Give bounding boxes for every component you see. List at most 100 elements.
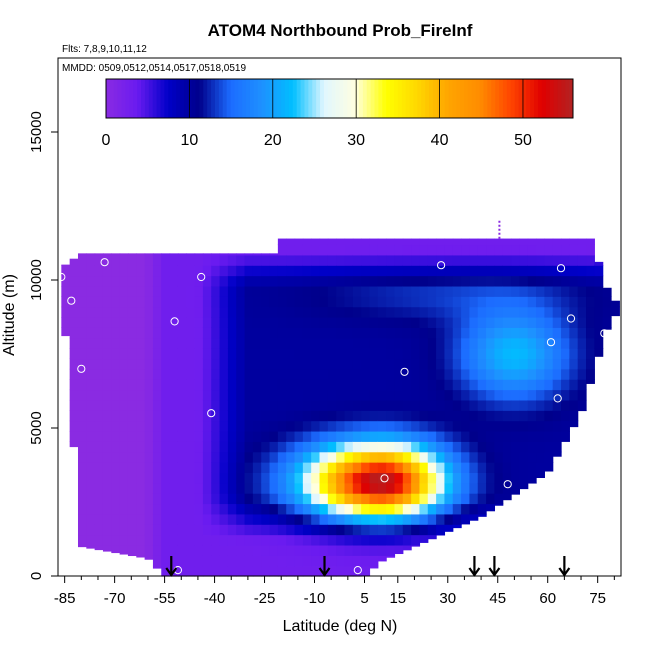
heatmap-cell — [344, 389, 354, 401]
heatmap-cell — [527, 389, 537, 401]
heatmap-cell — [294, 358, 304, 370]
heatmap-cell — [119, 482, 129, 494]
heatmap-cell — [169, 253, 179, 256]
heatmap-cell — [344, 565, 354, 577]
heatmap-cell — [302, 493, 312, 505]
heatmap-cell — [269, 420, 279, 432]
heatmap-cell — [461, 358, 471, 370]
heatmap-cell — [119, 389, 129, 401]
heatmap-cell — [177, 368, 187, 380]
heatmap-cell — [277, 399, 287, 411]
colorbar-swatch — [471, 79, 477, 118]
colorbar-swatch — [378, 79, 383, 118]
heatmap-cell — [252, 534, 262, 546]
heatmap-cell — [277, 368, 287, 380]
colorbar-swatch — [569, 79, 574, 118]
heatmap-cell — [177, 534, 187, 546]
heatmap-cell — [327, 285, 337, 297]
heatmap-cell — [219, 253, 229, 256]
heatmap-cell — [194, 399, 204, 411]
heatmap-cell — [119, 441, 129, 453]
heatmap-cell — [311, 544, 321, 556]
heatmap-cell — [277, 389, 287, 401]
colorbar-swatch — [506, 79, 512, 118]
heatmap-cell — [411, 410, 421, 422]
heatmap-cell — [211, 265, 221, 277]
heatmap-cell — [477, 348, 487, 360]
heatmap-cell — [144, 368, 154, 380]
heatmap-cell — [577, 296, 587, 308]
heatmap-cell — [269, 337, 279, 349]
heatmap-cell — [519, 389, 529, 401]
colorbar-swatch — [565, 79, 570, 118]
heatmap-cell — [227, 265, 237, 277]
heatmap-cell — [202, 379, 212, 391]
heatmap-cell — [486, 503, 496, 512]
flight-marker-arrow — [488, 556, 501, 577]
heatmap-cell — [136, 296, 146, 308]
x-tick-label: -25 — [254, 590, 276, 607]
heatmap-cell — [244, 493, 254, 505]
heatmap-cell — [502, 275, 512, 287]
heatmap-cell — [311, 327, 321, 339]
heatmap-cell — [202, 337, 212, 349]
heatmap-cell — [177, 285, 187, 297]
heatmap-cell — [161, 524, 171, 536]
heatmap-cell — [461, 285, 471, 297]
heatmap-cell — [352, 410, 362, 422]
heatmap-cell — [361, 296, 371, 308]
heatmap-cell — [94, 358, 104, 370]
heatmap-cell — [319, 410, 329, 422]
heatmap-cell — [494, 399, 504, 411]
heatmap-cell — [569, 327, 579, 339]
heatmap-cell — [369, 254, 379, 266]
heatmap-cell — [177, 399, 187, 411]
heatmap-cell — [219, 317, 229, 328]
heatmap-cell — [369, 296, 379, 308]
heatmap-cell — [69, 327, 79, 339]
heatmap-cell — [419, 337, 429, 349]
heatmap-cell — [269, 389, 279, 401]
colorbar-swatch — [502, 79, 508, 118]
heatmap-cell — [502, 399, 512, 411]
heatmap-cell — [111, 368, 121, 380]
heatmap-cell — [461, 503, 471, 515]
heatmap-cell — [361, 441, 371, 453]
heatmap-cell — [119, 348, 129, 360]
heatmap-cell — [186, 472, 196, 484]
sample-point — [503, 480, 512, 489]
heatmap-cell — [294, 451, 304, 463]
heatmap-cell — [161, 399, 171, 411]
heatmap-cell — [127, 306, 137, 318]
heatmap-cell — [486, 337, 496, 349]
heatmap-cell — [436, 327, 446, 339]
heatmap-cell — [94, 368, 104, 380]
heatmap-cell — [411, 441, 421, 453]
heatmap-cell — [186, 306, 196, 318]
heatmap-cell — [386, 285, 396, 297]
heatmap-cell — [444, 379, 454, 391]
x-tick-label: -40 — [204, 590, 226, 607]
heatmap-cell — [336, 430, 346, 442]
heatmap-cell — [127, 472, 137, 484]
heatmap-cell — [102, 275, 112, 287]
heatmap-cell — [561, 296, 570, 308]
heatmap-cell — [102, 368, 112, 380]
heatmap-cell — [394, 244, 404, 256]
heatmap-cell — [319, 482, 329, 494]
heatmap-cell — [577, 317, 587, 328]
heatmap-cell — [186, 441, 196, 453]
heatmap-cell — [461, 254, 471, 266]
heatmap-cell — [386, 462, 396, 473]
x-tick-label: 45 — [489, 590, 506, 607]
heatmap-cell — [69, 368, 79, 380]
x-tick-label: 5 — [360, 590, 368, 607]
heatmap-cell — [261, 410, 271, 422]
heatmap-cell — [436, 368, 446, 380]
colorbar-swatch — [179, 79, 185, 118]
heatmap-cell — [119, 327, 129, 339]
heatmap-cell — [194, 317, 204, 328]
heatmap-cell — [427, 399, 437, 411]
heatmap-cell — [394, 358, 404, 370]
heatmap-cell — [427, 451, 437, 463]
